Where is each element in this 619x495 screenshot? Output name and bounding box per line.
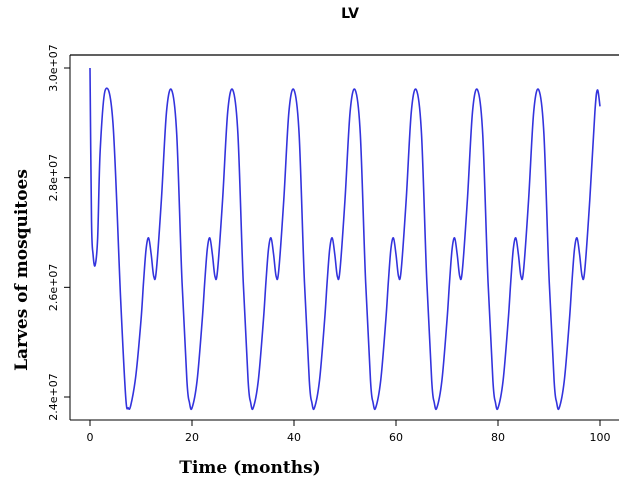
- x-tick-label: 0: [87, 431, 94, 444]
- x-tick-label: 100: [590, 431, 611, 444]
- x-tick-label: 40: [287, 431, 301, 444]
- series-layer: [89, 67, 601, 411]
- y-axis-ticks: 2.4e+07 2.6e+07 2.8e+07 3.0e+07: [47, 44, 70, 421]
- x-tick-label: 60: [389, 431, 403, 444]
- x-axis-title: Time (months): [179, 458, 320, 478]
- x-tick-label: 20: [185, 431, 199, 444]
- series-line: [89, 67, 601, 411]
- y-tick-label: 2.8e+07: [47, 154, 60, 201]
- x-tick-label: 80: [491, 431, 505, 444]
- x-axis-ticks: 0 20 40 60 80 100: [87, 420, 611, 444]
- y-tick-label: 2.6e+07: [47, 264, 60, 311]
- chart-title: LV: [341, 6, 359, 22]
- y-axis-title: Larves of mosquitoes: [12, 169, 32, 371]
- y-tick-label: 3.0e+07: [47, 44, 60, 91]
- y-tick-label: 2.4e+07: [47, 373, 60, 420]
